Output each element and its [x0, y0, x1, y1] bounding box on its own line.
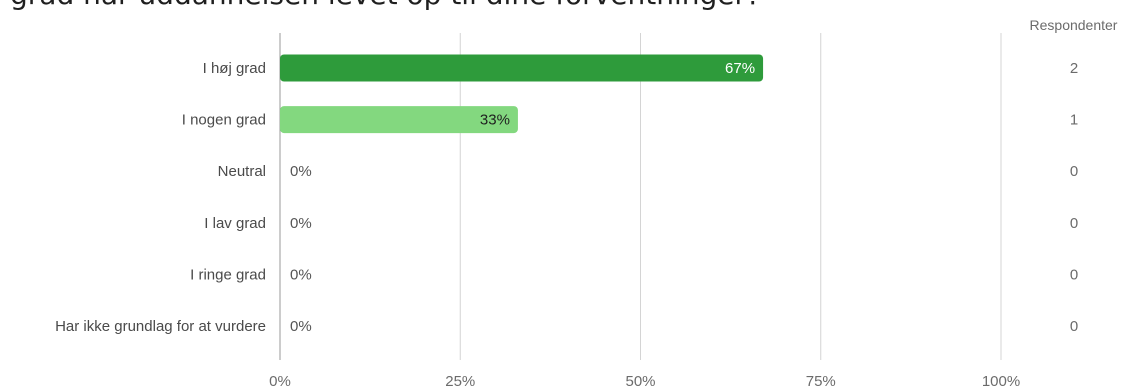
respondent-count: 0: [1070, 318, 1078, 335]
question-title: grad har uddannelsen levet op til dine f…: [10, 0, 761, 11]
x-tick-label: 50%: [625, 373, 655, 390]
category-label: I ringe grad: [190, 266, 266, 283]
value-label: 0%: [290, 163, 312, 180]
bar: [280, 54, 764, 82]
x-tick-label: 0%: [269, 373, 291, 390]
respondent-count: 0: [1070, 163, 1078, 180]
category-label: I lav grad: [204, 215, 266, 232]
value-label: 67%: [725, 60, 755, 77]
category-label: Har ikke grundlag for at vurdere: [55, 318, 266, 335]
category-label: I nogen grad: [182, 112, 266, 129]
bar: [280, 106, 518, 134]
x-tick-label: 75%: [806, 373, 836, 390]
respondent-count: 2: [1070, 60, 1078, 77]
value-label: 0%: [290, 215, 312, 232]
value-label: 0%: [290, 318, 312, 335]
respondent-count: 1: [1070, 112, 1078, 129]
value-label: 33%: [480, 112, 510, 129]
respondent-count: 0: [1070, 266, 1078, 283]
category-label: I høj grad: [203, 60, 266, 77]
respondents-header: Respondenter: [1029, 17, 1118, 33]
value-label: 0%: [290, 266, 312, 283]
x-tick-label: 25%: [445, 373, 475, 390]
respondent-count: 0: [1070, 215, 1078, 232]
x-tick-label: 100%: [982, 373, 1020, 390]
category-label: Neutral: [218, 163, 266, 180]
